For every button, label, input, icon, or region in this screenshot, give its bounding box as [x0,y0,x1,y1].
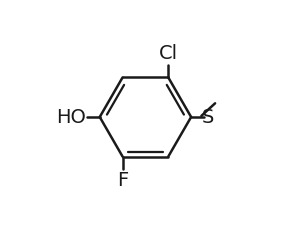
Text: F: F [117,171,128,190]
Text: S: S [201,107,214,127]
Text: HO: HO [56,107,85,127]
Text: Cl: Cl [159,44,178,63]
